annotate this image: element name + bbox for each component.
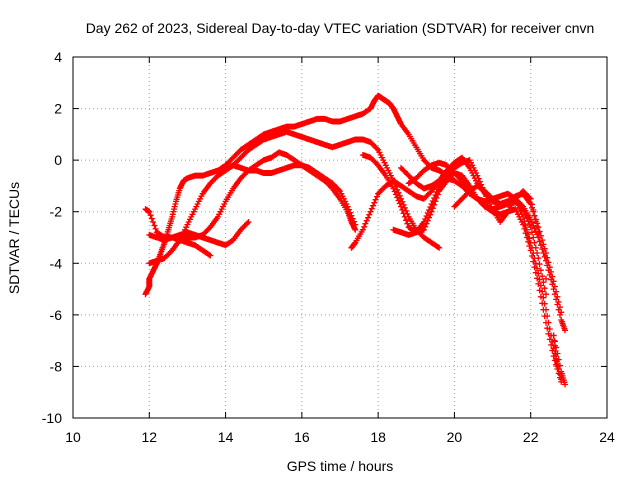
plus-markers xyxy=(451,182,565,316)
series-arc-e xyxy=(169,162,359,259)
axis-ticks xyxy=(72,56,608,419)
y-tick-label: -2 xyxy=(50,204,63,220)
chart-title: Day 262 of 2023, Sidereal Day-to-day VTE… xyxy=(86,20,595,36)
y-tick-label: -10 xyxy=(42,410,62,426)
grid-lines xyxy=(73,57,607,418)
y-tick-label: -8 xyxy=(50,358,63,374)
series-arc-j xyxy=(405,159,565,385)
x-tick-label: 10 xyxy=(65,429,81,445)
x-tick-label: 14 xyxy=(218,429,234,445)
plus-markers xyxy=(169,162,359,259)
x-tick-label: 16 xyxy=(294,429,310,445)
y-tick-labels: -10 -8 -6 -4 -2 0 2 4 xyxy=(42,49,62,426)
x-tick-labels: 10 12 14 16 18 20 22 24 xyxy=(65,429,615,445)
y-axis-label: SDTVAR / TECUs xyxy=(6,182,22,294)
y-tick-label: 4 xyxy=(54,49,62,65)
plot-frame xyxy=(72,56,608,419)
y-tick-label: -4 xyxy=(50,255,63,271)
data-points xyxy=(142,92,568,388)
y-tick-label: -6 xyxy=(50,307,63,323)
plus-markers xyxy=(405,159,565,385)
x-axis-label: GPS time / hours xyxy=(287,458,394,474)
x-tick-label: 12 xyxy=(141,429,157,445)
x-tick-label: 20 xyxy=(447,429,463,445)
y-tick-label: 0 xyxy=(54,152,62,168)
x-tick-label: 18 xyxy=(370,429,386,445)
y-tick-label: 2 xyxy=(54,101,62,117)
x-tick-label: 22 xyxy=(523,429,539,445)
series-arc-k xyxy=(451,182,565,316)
x-tick-label: 24 xyxy=(599,429,615,445)
